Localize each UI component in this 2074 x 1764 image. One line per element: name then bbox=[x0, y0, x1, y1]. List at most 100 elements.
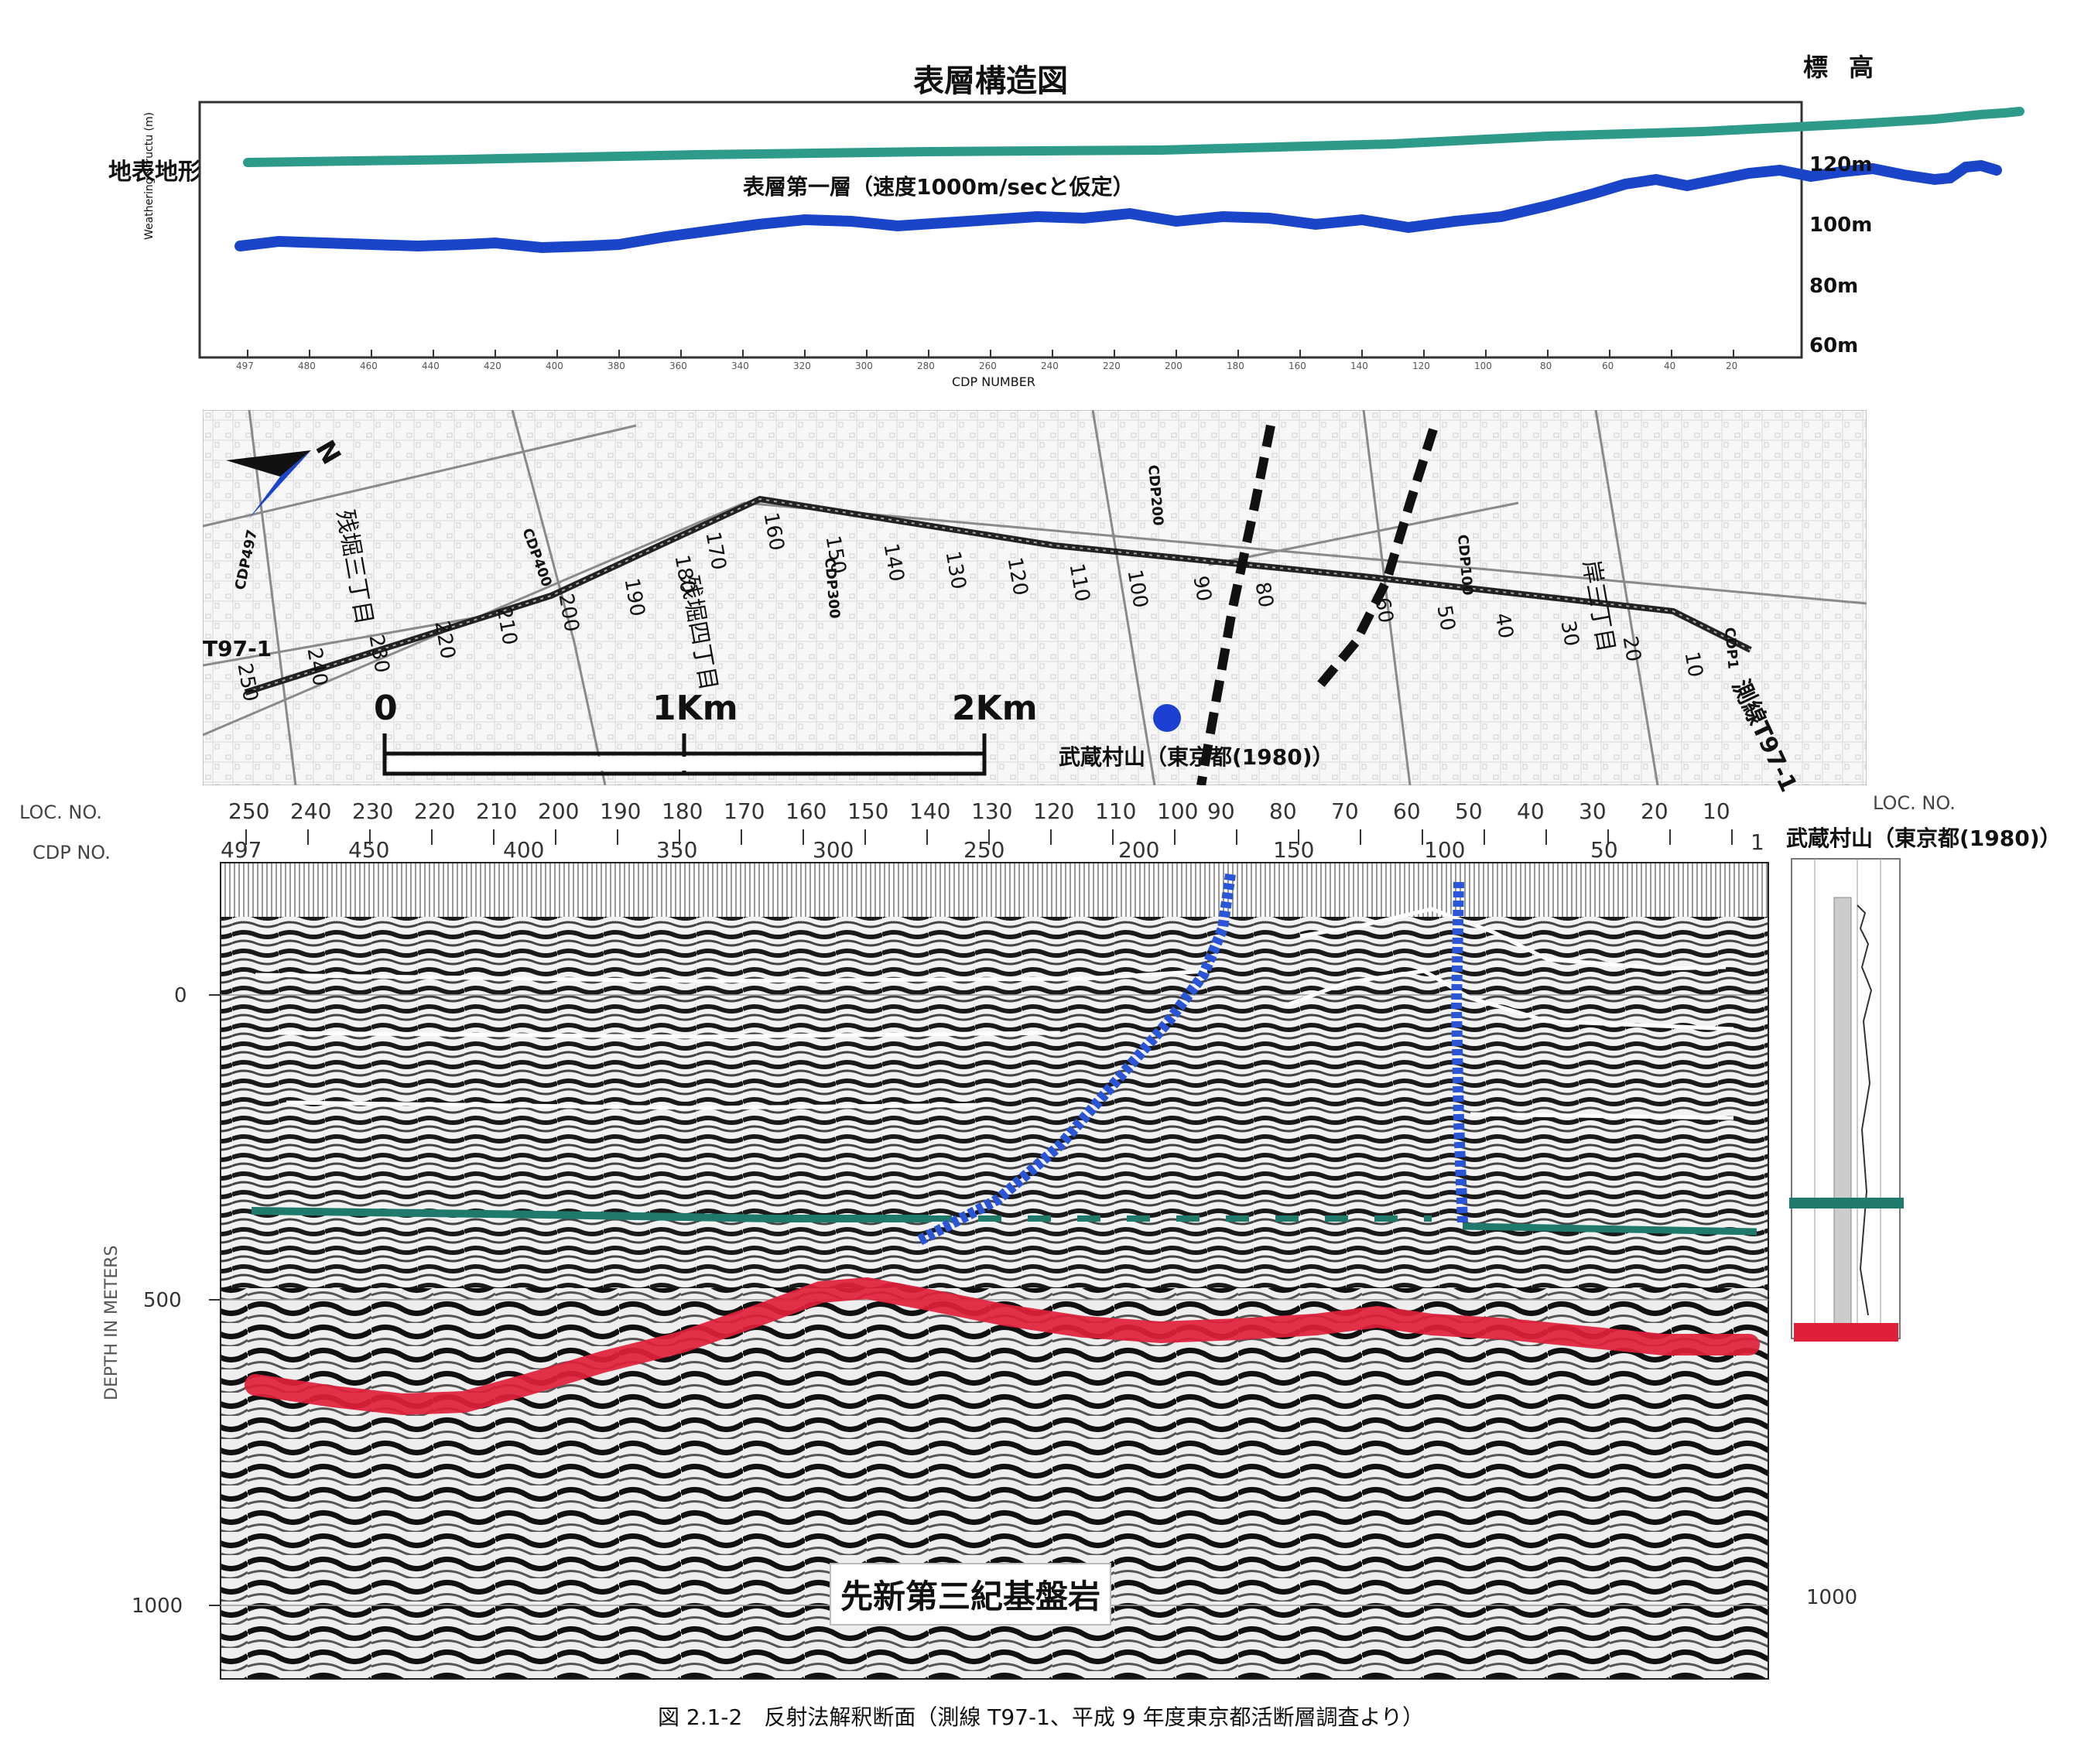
loc-tick: 120 bbox=[1033, 798, 1075, 824]
top-cdp-tick: 220 bbox=[1103, 361, 1121, 371]
seismic-section bbox=[209, 829, 1904, 1680]
map-fault-1 bbox=[1196, 424, 1275, 785]
right-depth-tick: 1000 bbox=[1806, 1586, 1858, 1609]
map-well-label: 武蔵村山（東京都(1980)） bbox=[1059, 744, 1334, 770]
map-fault-2 bbox=[1313, 428, 1438, 692]
cdp-tick: 50 bbox=[1590, 837, 1618, 863]
loc-tick: 250 bbox=[228, 798, 270, 824]
top-cdp-tick: 240 bbox=[1041, 361, 1059, 371]
weathering-layer-label: 表層第一層（速度1000m/secと仮定） bbox=[743, 174, 1135, 200]
top-cdp-tick: 100 bbox=[1474, 361, 1492, 371]
route-map: N bbox=[203, 410, 1867, 785]
map-line-label-left: T97-1 bbox=[203, 636, 272, 662]
top-cdp-tick: 460 bbox=[360, 361, 378, 371]
top-cdp-tick: 320 bbox=[793, 361, 811, 371]
loc-tick: 90 bbox=[1207, 798, 1235, 824]
weathering-layer-line bbox=[234, 159, 2002, 254]
loc-tick: 20 bbox=[1641, 798, 1668, 824]
top-cdp-tick: 80 bbox=[1540, 361, 1552, 371]
scale-tick-1km: 1Km bbox=[652, 689, 738, 728]
loc-tick: 110 bbox=[1095, 798, 1137, 824]
section-fault-left bbox=[914, 873, 1236, 1247]
cdp-no-label: CDP NO. bbox=[33, 842, 111, 863]
section-fault-right bbox=[1450, 881, 1468, 1223]
seismic-body-shallow bbox=[221, 917, 1768, 1288]
well-log-title: 武蔵村山（東京都(1980)） bbox=[1786, 826, 2062, 851]
loc-tick: 80 bbox=[1269, 798, 1297, 824]
elevation-tick: 120m bbox=[1809, 153, 1873, 176]
loc-tick: 210 bbox=[476, 798, 518, 824]
top-cdp-tick: 340 bbox=[731, 361, 749, 371]
elevation-header: 標 高 bbox=[1803, 53, 1881, 82]
white-reflectors bbox=[255, 907, 1734, 1120]
scale-tick-0: 0 bbox=[374, 689, 398, 728]
top-cdp-tick: 360 bbox=[669, 361, 687, 371]
loc-tick: 140 bbox=[909, 798, 951, 824]
top-panel-tick-marks bbox=[247, 350, 1734, 357]
cdp-tick: 200 bbox=[1118, 837, 1160, 863]
weathering-structure-chart bbox=[198, 101, 2024, 359]
cdp-tick: 300 bbox=[813, 837, 854, 863]
loc-tick: 150 bbox=[847, 798, 889, 824]
cdp-tick: 250 bbox=[963, 837, 1005, 863]
weathering-chart-title: 表層構造図 bbox=[913, 63, 1068, 99]
well-location-marker bbox=[1153, 704, 1181, 732]
loc-tick: 60 bbox=[1393, 798, 1421, 824]
cdp-tick: 350 bbox=[656, 837, 698, 863]
cdp-tick: 150 bbox=[1273, 837, 1315, 863]
loc-tick: 220 bbox=[414, 798, 456, 824]
depth-axis-label: DEPTH IN METERS bbox=[102, 1245, 121, 1401]
loc-tick: 130 bbox=[971, 798, 1013, 824]
top-cdp-tick: 380 bbox=[607, 361, 625, 371]
top-cdp-tick: 20 bbox=[1726, 361, 1738, 371]
top-cdp-tick: 200 bbox=[1165, 361, 1182, 371]
top-cdp-tick: 140 bbox=[1350, 361, 1368, 371]
weathering-chart-frame bbox=[198, 101, 1803, 359]
elevation-tick: 80m bbox=[1809, 275, 1859, 298]
basement-horizon bbox=[245, 1277, 1760, 1416]
surface-topography-line bbox=[243, 107, 2024, 167]
scale-tick-2km: 2Km bbox=[952, 689, 1038, 728]
depth-tick: 500 bbox=[143, 1289, 182, 1312]
cdp-tick: 100 bbox=[1424, 837, 1466, 863]
top-cdp-tick: 440 bbox=[422, 361, 440, 371]
cdp-tick: 450 bbox=[348, 837, 390, 863]
top-cdp-tick: 40 bbox=[1664, 361, 1676, 371]
loc-tick: 10 bbox=[1703, 798, 1730, 824]
well-log-column bbox=[1789, 858, 1904, 1342]
top-cdp-tick: 300 bbox=[855, 361, 873, 371]
top-cdp-tick: 260 bbox=[979, 361, 997, 371]
elevation-tick: 100m bbox=[1809, 214, 1873, 237]
cdp-tick: 497 bbox=[221, 837, 262, 863]
top-cdp-tick: 280 bbox=[917, 361, 935, 371]
cdp-tick: 400 bbox=[503, 837, 545, 863]
loc-no-label-right: LOC. NO. bbox=[1873, 792, 1956, 814]
loc-tick: 170 bbox=[724, 798, 765, 824]
loc-no-label: LOC. NO. bbox=[19, 802, 102, 823]
top-cdp-tick: 60 bbox=[1602, 361, 1614, 371]
trace-header-band bbox=[221, 863, 1768, 917]
depth-tick: 0 bbox=[174, 984, 187, 1007]
loc-tick: 190 bbox=[600, 798, 642, 824]
top-cdp-tick: 160 bbox=[1289, 361, 1306, 371]
bedrock-label: 先新第三紀基盤岩 bbox=[830, 1563, 1112, 1626]
loc-tick: 40 bbox=[1517, 798, 1545, 824]
top-cdp-tick: 400 bbox=[546, 361, 563, 371]
elevation-tick: 60m bbox=[1809, 334, 1859, 357]
top-cdp-tick: 480 bbox=[298, 361, 316, 371]
loc-tick: 70 bbox=[1331, 798, 1359, 824]
depth-tick: 1000 bbox=[132, 1595, 183, 1618]
loc-tick: 30 bbox=[1579, 798, 1607, 824]
top-cdp-tick: 497 bbox=[236, 361, 254, 371]
top-cdp-tick: 180 bbox=[1227, 361, 1244, 371]
loc-tick: 200 bbox=[538, 798, 580, 824]
loc-tick: 240 bbox=[290, 798, 332, 824]
loc-tick: 100 bbox=[1157, 798, 1199, 824]
figure-caption: 図 2.1-2 反射法解釈断面（測線 T97-1、平成 9 年度東京都活断層調査… bbox=[658, 1704, 1424, 1730]
loc-tick: 230 bbox=[352, 798, 394, 824]
top-cdp-tick: 120 bbox=[1412, 361, 1430, 371]
cdp-number-axis-label: CDP NUMBER bbox=[952, 374, 1035, 389]
top-cdp-tick: 420 bbox=[484, 361, 501, 371]
loc-tick: 180 bbox=[662, 798, 703, 824]
cdp-tick: 1 bbox=[1751, 829, 1764, 855]
